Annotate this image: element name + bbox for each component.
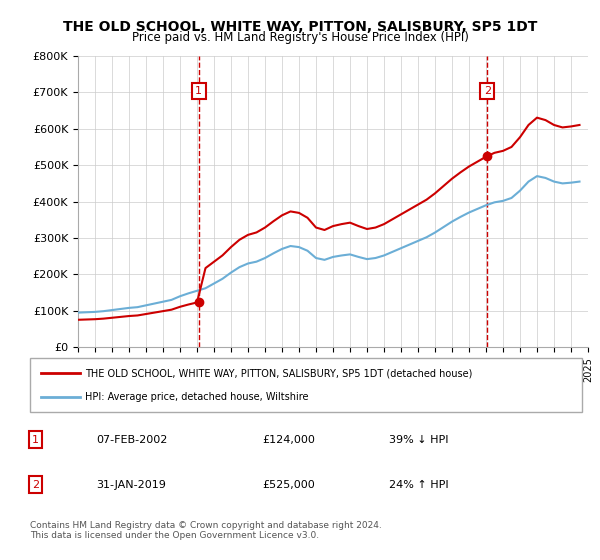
Text: 1: 1 xyxy=(195,86,202,96)
Text: 07-FEB-2002: 07-FEB-2002 xyxy=(96,435,167,445)
Text: 1: 1 xyxy=(32,435,39,445)
Text: 31-JAN-2019: 31-JAN-2019 xyxy=(96,479,166,489)
Text: 24% ↑ HPI: 24% ↑ HPI xyxy=(389,479,448,489)
Text: 39% ↓ HPI: 39% ↓ HPI xyxy=(389,435,448,445)
FancyBboxPatch shape xyxy=(30,358,582,412)
Text: 2: 2 xyxy=(484,86,491,96)
Text: £525,000: £525,000 xyxy=(262,479,314,489)
Text: Price paid vs. HM Land Registry's House Price Index (HPI): Price paid vs. HM Land Registry's House … xyxy=(131,31,469,44)
Text: THE OLD SCHOOL, WHITE WAY, PITTON, SALISBURY, SP5 1DT: THE OLD SCHOOL, WHITE WAY, PITTON, SALIS… xyxy=(63,20,537,34)
Text: THE OLD SCHOOL, WHITE WAY, PITTON, SALISBURY, SP5 1DT (detached house): THE OLD SCHOOL, WHITE WAY, PITTON, SALIS… xyxy=(85,368,473,379)
Text: £124,000: £124,000 xyxy=(262,435,315,445)
Text: HPI: Average price, detached house, Wiltshire: HPI: Average price, detached house, Wilt… xyxy=(85,391,309,402)
Text: Contains HM Land Registry data © Crown copyright and database right 2024.
This d: Contains HM Land Registry data © Crown c… xyxy=(30,521,382,540)
Text: 2: 2 xyxy=(32,479,39,489)
